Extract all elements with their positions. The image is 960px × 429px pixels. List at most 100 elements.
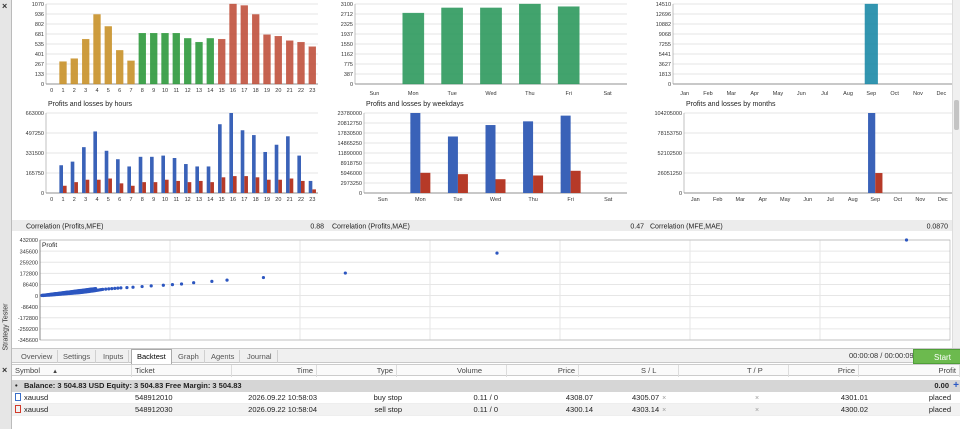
x-tick-label: Mon xyxy=(415,197,426,203)
y-tick-label: 432000 xyxy=(20,238,38,244)
x-tick-label: Feb xyxy=(703,91,712,97)
col-time[interactable]: Time xyxy=(232,365,317,377)
row-profit: placed xyxy=(928,393,951,402)
col-symbol[interactable]: Symbol ▲ xyxy=(12,365,132,377)
col-ticket[interactable]: Ticket xyxy=(132,365,232,377)
close-top-icon[interactable]: × xyxy=(2,1,8,11)
x-tick-label: 14 xyxy=(207,88,213,94)
x-tick-label: 15 xyxy=(219,88,225,94)
x-tick-label: Sun xyxy=(370,91,380,97)
x-tick-label: Jun xyxy=(803,197,812,203)
chart-title: Profits and losses by months xyxy=(686,101,776,108)
x-tick-label: May xyxy=(780,197,791,203)
col-profit[interactable]: Profit xyxy=(859,365,960,377)
scatter-point xyxy=(210,279,214,284)
y-tick-label: -172800 xyxy=(18,316,38,322)
tab-backtest[interactable]: Backtest xyxy=(131,349,172,364)
x-tick-label: Sat xyxy=(604,197,613,203)
col-sl[interactable]: S / L xyxy=(579,365,679,377)
close-bottom-icon[interactable]: × xyxy=(2,365,8,375)
loss-bar xyxy=(131,185,135,193)
x-tick-label: 17 xyxy=(241,197,247,203)
profit-bar xyxy=(560,115,571,193)
x-tick-label: 6 xyxy=(118,88,121,94)
x-tick-label: 12 xyxy=(185,197,191,203)
y-tick-label: 0 xyxy=(359,191,362,197)
bar xyxy=(480,7,502,85)
bar xyxy=(82,38,90,85)
scatter-point xyxy=(119,286,123,290)
y-tick-label: 267 xyxy=(35,62,44,68)
bar xyxy=(229,3,237,85)
table-row[interactable]: xauusd 548912030 2026.09.22 10:58:04 sel… xyxy=(12,404,960,416)
x-tick-label: 2 xyxy=(73,197,76,203)
x-tick-label: Jul xyxy=(821,91,828,97)
row-price2: 4301.01 xyxy=(840,393,868,402)
tab-agents[interactable]: Agents xyxy=(206,350,241,363)
y-tick-label: 86400 xyxy=(23,283,38,289)
profit-bar xyxy=(104,150,109,193)
correlation-value: 0.88 xyxy=(310,224,324,231)
profit-bar xyxy=(485,125,496,193)
tab-settings[interactable]: Settings xyxy=(58,350,97,363)
y-tick-label: 331500 xyxy=(26,151,44,157)
tab-graph[interactable]: Graph xyxy=(173,350,205,363)
balance-bullet: • xyxy=(15,381,18,390)
col-tp[interactable]: T / P xyxy=(679,365,789,377)
table-row[interactable]: xauusd 548912010 2026.09.22 10:58:03 buy… xyxy=(12,392,960,404)
row-symbol: xauusd xyxy=(15,392,132,404)
x-tick-label: 21 xyxy=(287,197,293,203)
vertical-scrollbar[interactable] xyxy=(952,0,960,348)
y-tick-label: 2973250 xyxy=(341,181,362,187)
table-header: Symbol ▲ Ticket Time Type Volume Price S… xyxy=(12,364,960,377)
row-tp[interactable]: × xyxy=(752,404,792,416)
scrollbar-thumb[interactable] xyxy=(954,100,959,130)
scatter-point xyxy=(225,278,229,282)
col-price2[interactable]: Price xyxy=(789,365,859,377)
x-tick-label: 13 xyxy=(196,197,202,203)
col-price[interactable]: Price xyxy=(507,365,579,377)
remove-sl-icon: × xyxy=(662,407,667,414)
y-tick-label: 663000 xyxy=(26,111,44,117)
profit-bar xyxy=(127,166,131,193)
tester-tabs-bar: Overview Settings Inputs Backtest Graph … xyxy=(12,348,960,364)
loss-bar xyxy=(875,173,883,193)
profit-bar xyxy=(138,156,143,193)
scatter-legend: Profit xyxy=(42,242,57,249)
loss-bar xyxy=(221,177,226,193)
loss-bar xyxy=(199,180,203,193)
x-tick-label: 7 xyxy=(129,197,132,203)
y-tick-label: 26051250 xyxy=(658,171,682,177)
x-tick-label: Apr xyxy=(758,197,767,203)
x-tick-label: Nov xyxy=(913,91,923,97)
scatter-point xyxy=(140,284,144,289)
bar xyxy=(519,3,541,85)
col-type[interactable]: Type xyxy=(317,365,397,377)
row-sl[interactable]: 4303.14 × xyxy=(632,405,667,414)
x-tick-label: 0 xyxy=(50,88,53,94)
col-volume[interactable]: Volume xyxy=(397,365,507,377)
loss-bar xyxy=(142,182,146,193)
profit-bar xyxy=(229,113,233,193)
y-tick-label: 7255 xyxy=(659,42,671,48)
loss-bar xyxy=(74,182,78,193)
tab-inputs[interactable]: Inputs xyxy=(98,350,130,363)
start-button[interactable]: Start xyxy=(913,349,960,364)
loss-bar xyxy=(119,183,124,193)
scatter-point xyxy=(107,287,111,291)
x-tick-label: Fri xyxy=(567,197,573,203)
row-sl[interactable]: 4305.07 × xyxy=(632,393,667,402)
y-tick-label: 401 xyxy=(35,52,44,58)
x-tick-label: 5 xyxy=(107,197,110,203)
tab-journal[interactable]: Journal xyxy=(242,350,278,363)
loss-bar xyxy=(244,176,248,193)
x-tick-label: 19 xyxy=(264,197,270,203)
y-tick-label: 936 xyxy=(35,12,44,18)
y-tick-label: 2712 xyxy=(341,12,353,18)
y-tick-label: 52102500 xyxy=(658,151,682,157)
add-plus-icon[interactable]: + xyxy=(953,380,959,391)
x-tick-label: Feb xyxy=(713,197,722,203)
profit-bar xyxy=(161,155,165,193)
row-tp[interactable]: × xyxy=(752,392,792,404)
tab-overview[interactable]: Overview xyxy=(16,350,59,363)
